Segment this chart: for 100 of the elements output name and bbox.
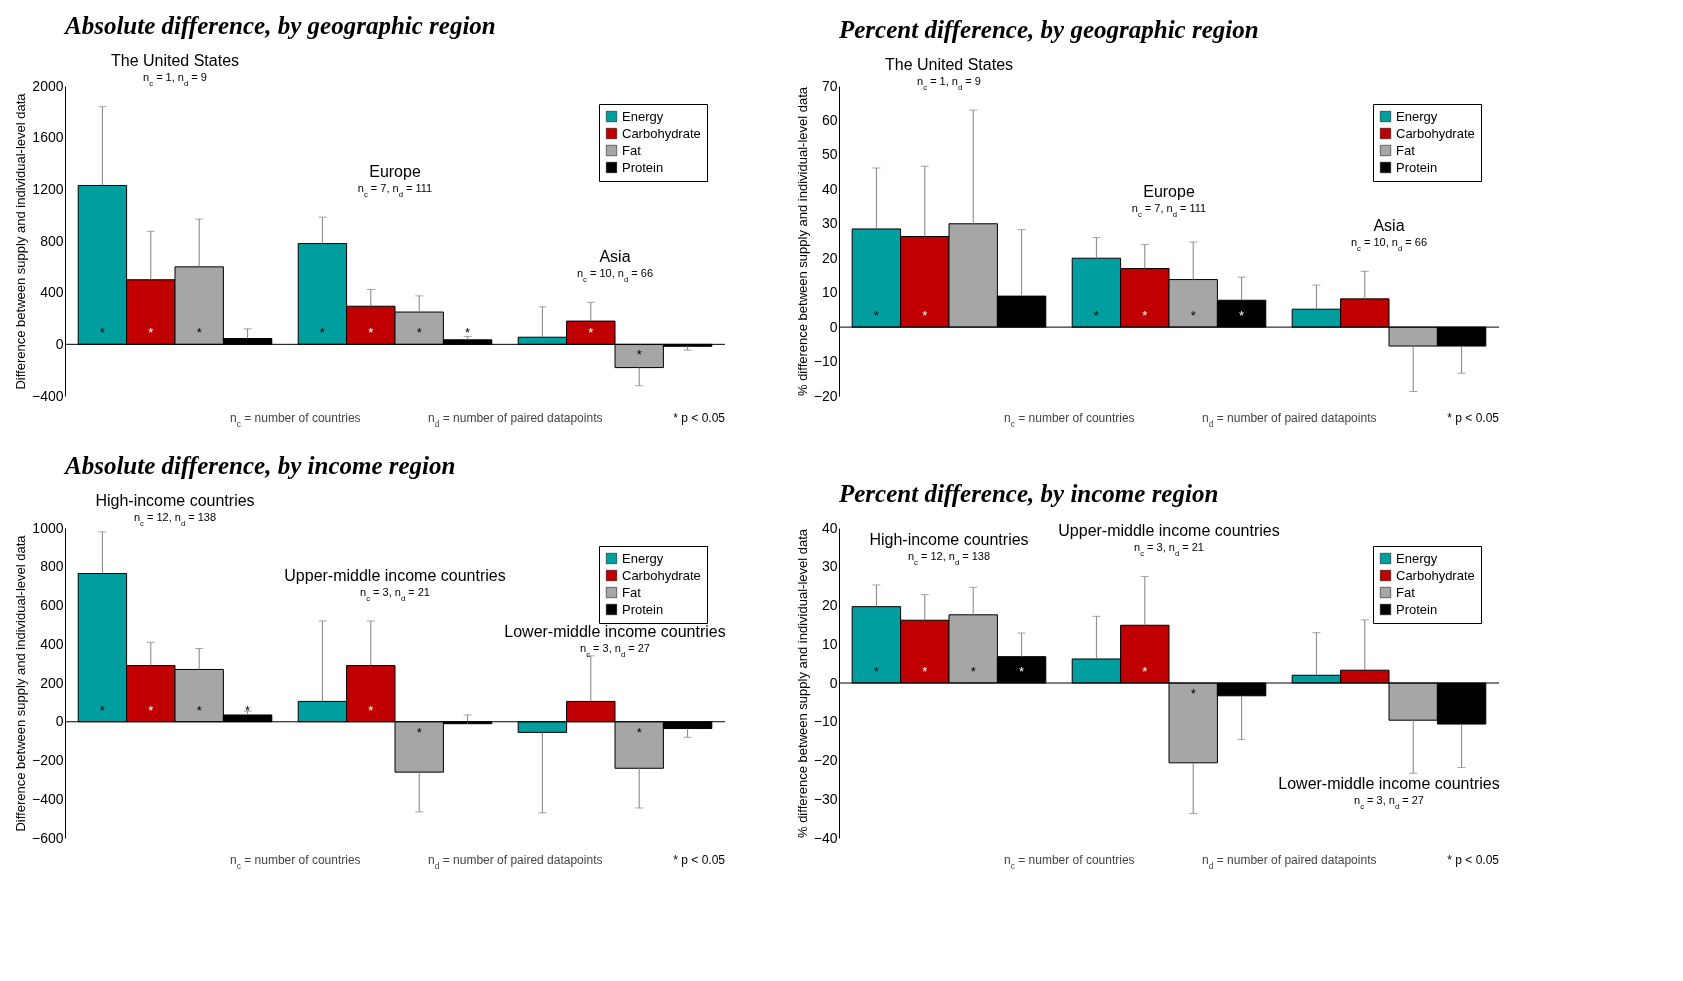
legend-label: Fat (622, 142, 642, 158)
data-label: * (1190, 308, 1196, 324)
legend-label: Fat (1396, 142, 1416, 158)
legend-label: Fat (622, 584, 642, 600)
legend-label: Energy (1396, 550, 1438, 566)
y-tick-label: −30 (813, 790, 838, 807)
y-tick-label: 1600 (32, 129, 64, 146)
data-label: * (99, 325, 105, 341)
legend-label: Fat (1396, 584, 1416, 600)
y-tick-label: −10 (813, 353, 838, 370)
legend-label: Carbohydrate (1396, 567, 1475, 583)
y-tick-label: 60 (821, 111, 838, 128)
text: n$_{c}$ = 12, n$_{d}$ = 138 (133, 511, 217, 528)
y-tick-label: −40 (813, 829, 838, 846)
y-tick-label: 30 (821, 215, 838, 232)
annotation: n$_{c}$ = 1, n$_{d}$ = 9 (917, 74, 981, 92)
y-tick-label: 30 (821, 558, 838, 575)
y-tick-label: −20 (813, 387, 838, 404)
y-tick-label: 200 (40, 674, 64, 691)
x-tick-label: Lower-middle income countries (1278, 774, 1500, 792)
text: n$_{d}$ = number of paired datapoints (428, 853, 603, 871)
y-tick-label: 10 (821, 635, 838, 652)
x-tick-label: High-income countries (95, 492, 255, 510)
y-tick-label: 0 (829, 318, 838, 335)
y-tick-label: 1000 (32, 519, 64, 536)
chart-title: Percent difference, by geographic region (838, 15, 1259, 43)
y-tick-label: 40 (821, 180, 838, 197)
data-label: * (1093, 308, 1099, 324)
annotation: n$_{c}$ = 3, n$_{d}$ = 27 (1354, 793, 1424, 811)
x-tick-label: Europe (1143, 183, 1195, 201)
y-tick-label: 800 (40, 232, 64, 249)
legend-label: Carbohydrate (622, 125, 701, 141)
data-label: * (873, 308, 879, 324)
text: n$_{d}$ = number of paired datapoints (1202, 411, 1377, 429)
annotation: n$_{c}$ = 10, n$_{d}$ = 66 (576, 267, 654, 284)
data-label: * (368, 325, 374, 341)
data-label: * (196, 702, 202, 718)
data-label: * (922, 308, 928, 324)
y-axis-title: % difference between supply and individual-level data (794, 528, 810, 839)
x-tick-label: Asia (599, 248, 631, 266)
y-axis-title: % difference between supply and individual-level data (794, 86, 810, 397)
text: * p < 0.05 (673, 853, 726, 867)
legend-label: Energy (622, 550, 664, 566)
text: * p < 0.05 (673, 411, 726, 425)
y-tick-label: −200 (31, 752, 64, 768)
text: n$_{c}$ = number of countries (1004, 853, 1135, 871)
y-axis-title: Difference between supply and individual-level data (12, 92, 28, 390)
data-label: * (416, 325, 422, 341)
data-label: * (1142, 308, 1148, 324)
legend-label: Protein (1396, 159, 1438, 175)
annotation: n$_{c}$ = 1, n$_{d}$ = 9 (143, 71, 207, 88)
data-label: * (1190, 685, 1196, 701)
annotation: n$_{c}$ = 12, n$_{d}$ = 138 (907, 549, 991, 567)
legend-label: Energy (1396, 108, 1438, 124)
y-tick-label: 0 (55, 335, 64, 352)
annotation: n$_{c}$ = 7, n$_{d}$ = 111 (357, 181, 433, 199)
y-tick-label: 800 (40, 558, 64, 575)
x-tick-label: High-income countries (869, 530, 1029, 548)
annotation: n$_{c}$ = 3, n$_{d}$ = 21 (360, 585, 430, 603)
annotation: n$_{c}$ = 10, n$_{d}$ = 66 (1350, 236, 1428, 253)
data-label: * (465, 325, 471, 341)
y-tick-label: 400 (40, 635, 64, 652)
data-label: * (416, 724, 422, 740)
annotation: n$_{c}$ = 3, n$_{d}$ = 21 (1134, 541, 1204, 558)
chart-title: Absolute difference, by income region (63, 452, 456, 480)
legend-label: Carbohydrate (1396, 125, 1475, 141)
data-label: * (148, 325, 154, 341)
legend-label: Energy (622, 108, 664, 124)
y-tick-label: −20 (813, 752, 838, 768)
data-label: * (196, 325, 202, 341)
legend-label: Protein (622, 601, 664, 617)
x-tick-label: The United States (110, 52, 240, 70)
y-tick-label: 20 (821, 597, 838, 613)
y-tick-label: 1200 (32, 180, 64, 197)
y-tick-label: 600 (40, 597, 64, 613)
y-tick-label: 10 (821, 284, 838, 301)
y-tick-label: 0 (829, 674, 838, 691)
y-tick-label: 20 (821, 249, 838, 266)
chart-title: Percent difference, by income region (838, 480, 1219, 507)
data-label: * (1142, 664, 1148, 680)
data-label: * (368, 702, 374, 718)
x-tick-label: Lower-middle income countries (504, 622, 726, 640)
annotation: n$_{c}$ = 7, n$_{d}$ = 111 (1131, 202, 1207, 219)
text: * p < 0.05 (1447, 411, 1500, 425)
text: n$_{d}$ = number of paired datapoints (428, 411, 603, 429)
legend-label: Protein (1396, 601, 1438, 617)
text: * p < 0.05 (1447, 853, 1500, 867)
text: n$_{c}$ = number of countries (1004, 411, 1135, 429)
y-tick-label: 40 (821, 519, 838, 536)
data-label: * (1019, 664, 1025, 680)
y-tick-label: −600 (31, 829, 64, 846)
data-label: * (873, 664, 879, 680)
y-axis-title: Difference between supply and individual-level data (12, 534, 28, 832)
x-tick-label: The United States (884, 55, 1014, 73)
y-tick-label: 0 (55, 713, 64, 730)
annotation: n$_{c}$ = 3, n$_{d}$ = 27 (580, 641, 650, 659)
data-label: * (99, 702, 105, 718)
y-tick-label: −400 (31, 790, 64, 807)
text: n$_{d}$ = number of paired datapoints (1202, 853, 1377, 871)
data-label: * (148, 702, 154, 718)
